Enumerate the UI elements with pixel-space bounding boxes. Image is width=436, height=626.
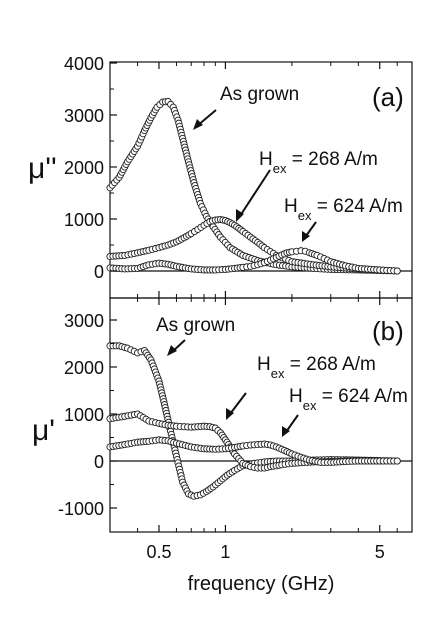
panel-a-annotation-as-grown: As grown [220, 84, 299, 105]
y-tick-label: 1000 [64, 210, 104, 230]
x-tick-label: 5 [375, 542, 385, 562]
y-tick-label: 0 [94, 262, 104, 282]
panel-b-label: (b) [372, 316, 404, 346]
panel-b-series-3-point [393, 457, 401, 465]
panel-a-arrowhead-h268 [236, 209, 244, 222]
panel-b-annotation-h624: Hex = 624 A/m [289, 386, 408, 413]
panel-b-annotation-as-grown: As grown [156, 315, 235, 336]
x-axis-label: frequency (GHz) [188, 573, 335, 595]
x-tick-label: 1 [220, 542, 230, 562]
panel-a-annotation-h624: Hex = 624 A/m [284, 196, 403, 223]
axis-ticks: 0 1000 2000 3000 4000 -1000 0 1000 2000 3000 0.5 1 5 [58, 54, 413, 562]
panel-a-data [106, 97, 401, 275]
y-tick-label: -1000 [58, 499, 104, 519]
panel-a-arrow-h268 [239, 169, 271, 217]
panel-b-arrowhead-h624 [282, 426, 290, 437]
panel-b-frame [109, 297, 413, 533]
panel-b-arrowhead-h268 [226, 408, 234, 420]
panel-b-annotation-h268: Hex = 268 A/m [257, 354, 376, 381]
panel-b-arrowhead-as-grown [167, 345, 177, 356]
panel-a-arrowhead-h624 [302, 231, 310, 242]
y-tick-label: 4000 [64, 54, 104, 74]
panel-b-ylabel: μ' [32, 414, 55, 447]
x-tick-label: 0.5 [146, 542, 171, 562]
panel-a-series-3-point [393, 267, 401, 275]
panel-b-arrow-h268 [229, 392, 247, 415]
y-tick-label: 3000 [64, 106, 104, 126]
y-tick-label: 2000 [64, 158, 104, 178]
y-tick-label: 2000 [64, 358, 104, 378]
panel-a-annotation-h268: Hex = 268 A/m [259, 149, 378, 176]
panel-b-arrow-h624 [285, 414, 299, 433]
y-tick-label: 3000 [64, 311, 104, 331]
panel-b-data [106, 342, 401, 500]
panel-a-label: (a) [372, 82, 404, 112]
y-tick-label: 1000 [64, 405, 104, 425]
panel-a-arrowhead-as-grown [193, 119, 203, 130]
panel-a-arrow-h624 [305, 221, 317, 237]
y-tick-label: 0 [94, 452, 104, 472]
panel-a-ylabel: μ'' [28, 152, 57, 185]
